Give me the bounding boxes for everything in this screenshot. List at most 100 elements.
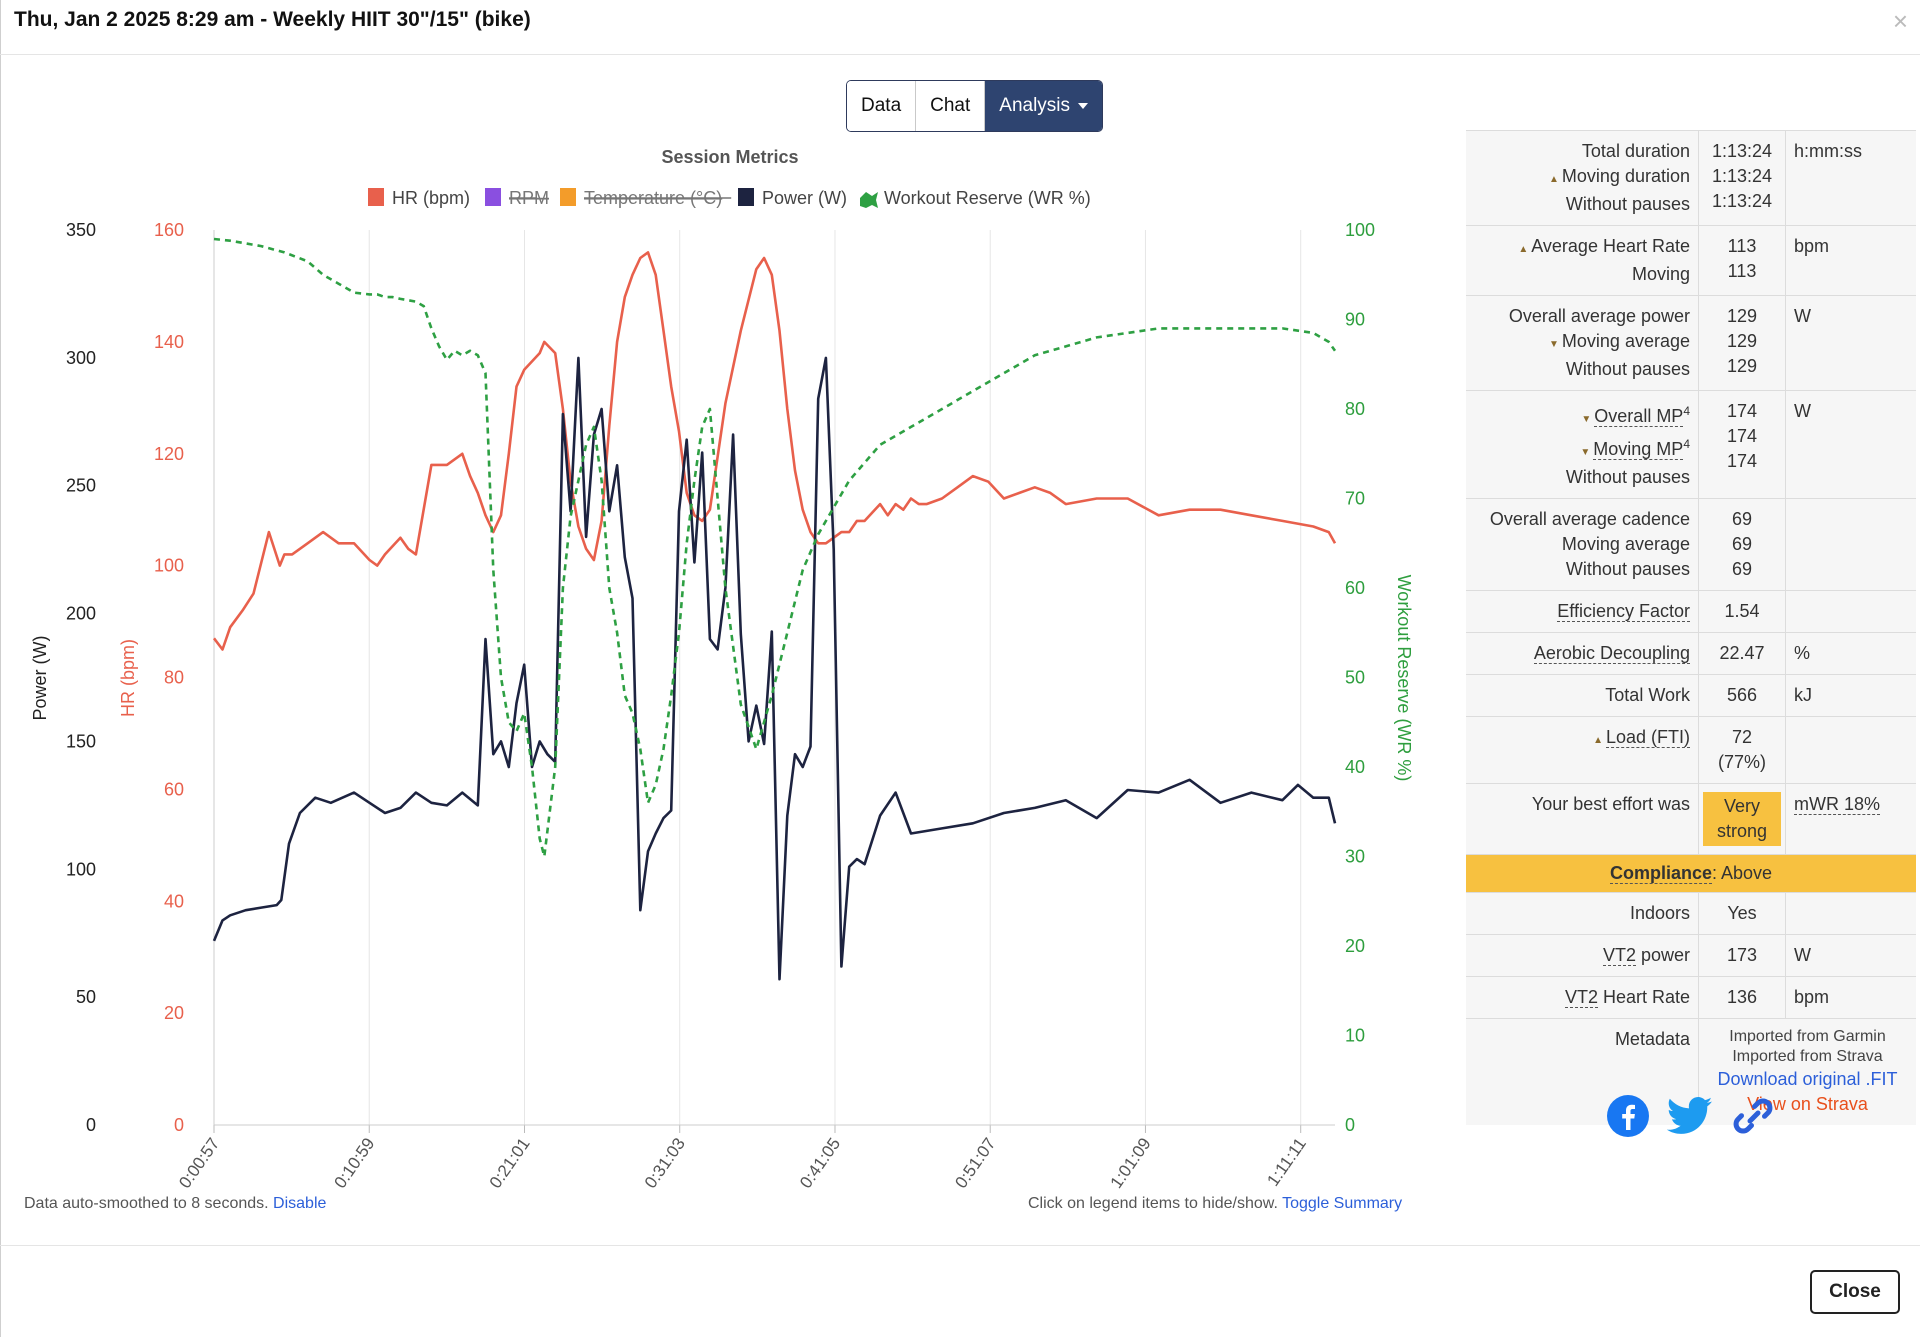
summary-value-cell: 22.47 [1698,632,1786,675]
summary-row: VT2 power 173 W [1466,934,1916,977]
summary-label: Without pauses [1565,467,1690,487]
toggle-summary-link[interactable]: Toggle Summary [1282,1195,1403,1212]
x-tick-label: 0:51:07 [951,1134,999,1191]
tab-data[interactable]: Data [847,81,917,131]
summary-value: 136 [1726,987,1758,1007]
caret-down-icon [1078,103,1089,109]
best-effort-badge: Very strong [1703,792,1781,846]
summary-unit: bpm [1794,236,1830,256]
summary-label-line: Without pauses [1472,557,1690,582]
metadata-line: Imported from Garmin [1729,1028,1886,1045]
summary-label: Aerobic Decoupling [1533,643,1690,664]
legend-item[interactable]: Workout Reserve (WR %) [884,188,1091,208]
summary-value: 72 [1731,727,1753,747]
summary-unit: W [1794,401,1811,421]
metadata-cell: Imported from Garmin Imported from Strava… [1698,1018,1916,1125]
summary-label-cell: Metadata [1466,1018,1699,1125]
summary-label-line: ▲ Average Heart Rate [1472,234,1690,262]
summary-value: 173 [1726,945,1758,965]
summary-value: 129 [1726,331,1758,351]
summary-label-line: Total Work [1472,683,1690,708]
summary-label: Overall average cadence [1489,509,1690,529]
summary-unit-cell [1785,716,1916,784]
summary-label: Overall MP [1594,406,1684,427]
summary-label-line: ▼ Moving average [1472,329,1690,357]
tab-analysis[interactable]: Analysis [985,81,1103,131]
chevron-down-icon[interactable]: ▼ [1549,339,1559,350]
summary-label-cell: Aerobic Decoupling [1466,632,1699,675]
vt2-abbr: VT2 [1564,987,1598,1008]
hr-tick-label: 120 [154,444,184,464]
summary-unit-cell: h:mm:ss [1785,130,1916,226]
compliance-value: Above [1721,863,1773,883]
wr-tick-label: 80 [1345,399,1365,419]
summary-label: Moving average [1561,331,1690,351]
summary-unit-cell: kJ [1785,674,1916,717]
summary-value-cell: Very strong [1698,783,1786,855]
summary-label-line: Aerobic Decoupling [1472,641,1690,666]
summary-unit: % [1794,643,1811,663]
x-tick-label: 1:01:09 [1107,1134,1155,1191]
summary-row: Efficiency Factor 1.54 [1466,590,1916,633]
summary-label: Without pauses [1565,359,1690,379]
chevron-up-icon[interactable]: ▲ [1518,244,1529,255]
best-effort-unit: mWR 18% [1794,794,1881,815]
summary-value-cell: 136 [1698,976,1786,1019]
summary-label-cell: Efficiency Factor [1466,590,1699,633]
legend-swatch [368,188,384,206]
summary-label-line: Moving [1472,262,1690,287]
power-tick-label: 250 [66,476,96,496]
summary-label: Average Heart Rate [1531,236,1690,256]
summary-label: Indoors [1629,903,1690,923]
summary-label-line: Overall average cadence [1472,507,1690,532]
legend-item[interactable]: Power (W) [762,188,847,208]
legend-item[interactable]: HR (bpm) [392,188,470,208]
chevron-up-icon[interactable]: ▲ [1549,174,1559,185]
footer-divider [0,1245,1920,1246]
summary-label: Total duration [1581,141,1690,161]
close-button[interactable]: Close [1810,1270,1900,1314]
summary-value: 174 [1726,401,1758,421]
close-icon[interactable]: × [1892,6,1908,36]
summary-label-rest: power [1635,945,1690,965]
share-facebook[interactable] [1605,1093,1651,1139]
share-link[interactable] [1729,1093,1777,1139]
chevron-down-icon[interactable]: ▼ [1581,414,1592,425]
view-on-strava-link[interactable]: View on Strava [1747,1094,1868,1114]
summary-value: 69 [1731,534,1753,554]
metadata-label: Metadata [1614,1029,1690,1049]
share-twitter[interactable] [1666,1093,1714,1139]
tab-chat[interactable]: Chat [916,81,986,131]
summary-label-line: Without pauses [1472,465,1690,490]
smoothing-text: Data auto-smoothed to 8 seconds. [24,1195,269,1212]
summary-unit-cell: W [1785,295,1916,391]
compliance-label-text: Compliance [1609,863,1712,884]
download-fit-link[interactable]: Download original .FIT [1717,1069,1898,1089]
disable-smoothing-link[interactable]: Disable [273,1195,327,1212]
summary-value-cell: 173 [1698,934,1786,977]
hr-tick-label: 0 [174,1115,184,1135]
power-tick-label: 100 [66,859,96,879]
summary-label-line: Efficiency Factor [1472,599,1690,624]
modal-left-border [0,0,1,1337]
summary-row: ▼ Overall MP4 ▼ Moving MP4 Without pauses 174… [1466,390,1916,499]
summary-value-cell: 69 69 69 [1698,498,1786,591]
legend-swatch [560,188,576,206]
summary-value-cell: 1.54 [1698,590,1786,633]
summary-row: Indoors Yes [1466,892,1916,935]
summary-label-cell: Total duration ▲ Moving duration Without pa… [1466,130,1699,226]
compliance-row: Compliance: Above [1466,854,1916,893]
chevron-down-icon[interactable]: ▼ [1580,447,1591,458]
chevron-up-icon[interactable]: ▲ [1593,735,1603,746]
wr-tick-label: 50 [1345,668,1365,688]
summary-row: Overall average cadence Moving average Wit… [1466,498,1916,591]
power-axis-title: Power (W) [30,636,50,721]
summary-label-cell: Overall average cadence Moving average Wit… [1466,498,1699,591]
metadata-line: Imported from Strava [1732,1048,1883,1065]
summary-value-cell: 129 129 129 [1698,295,1786,391]
power-tick-label: 50 [76,987,96,1007]
summary-value: 69 [1731,509,1753,529]
summary-value: 113 [1727,261,1757,281]
x-tick-label: 0:00:57 [175,1134,223,1191]
